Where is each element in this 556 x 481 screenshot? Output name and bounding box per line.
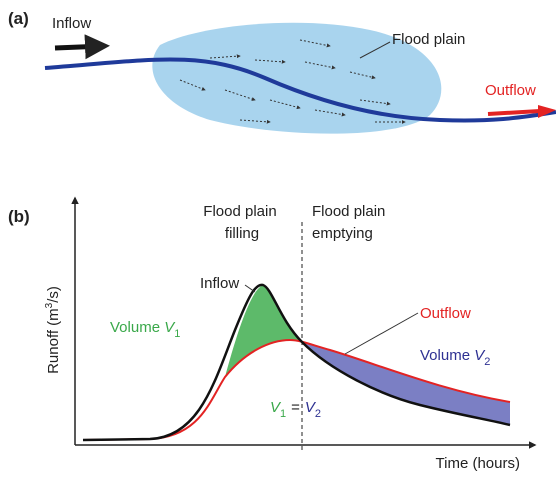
filling-label: Flood plain xyxy=(203,203,276,220)
text: /s) xyxy=(45,286,62,303)
subscript: 2 xyxy=(315,408,321,420)
text: Volume xyxy=(110,319,160,336)
operator: = xyxy=(291,399,300,416)
outflow-arrowhead xyxy=(538,105,556,118)
outflow-label: Outflow xyxy=(485,82,536,99)
symbol: V xyxy=(474,347,486,364)
text: Volume xyxy=(420,347,470,364)
subscript: 1 xyxy=(174,328,180,340)
equality: V1 = V2 xyxy=(270,399,321,420)
emptying-label: Flood plain xyxy=(312,203,385,220)
volume2-area xyxy=(302,342,510,425)
panel-label: (a) xyxy=(8,9,29,28)
inflow-arrow xyxy=(54,34,110,60)
text: Runoff (m xyxy=(45,308,62,374)
leader xyxy=(359,41,391,59)
flood-plain-label: Flood plain xyxy=(392,31,465,48)
inflow-curve xyxy=(82,283,511,442)
volume1-area xyxy=(225,285,302,377)
symbol: V xyxy=(164,319,176,336)
flood-plain xyxy=(152,22,442,134)
filling-label: filling xyxy=(225,225,259,242)
volume1-label: Volume V1 xyxy=(110,319,180,340)
symbol: V xyxy=(305,399,317,416)
volume2-label: Volume V2 xyxy=(420,347,490,368)
subscript: 1 xyxy=(280,408,286,420)
inflow-curve-label: Inflow xyxy=(200,275,239,292)
outflow-curve-label: Outflow xyxy=(420,305,471,322)
inflow-label: Inflow xyxy=(52,15,91,32)
outflow-arrow xyxy=(487,109,541,116)
subscript: 2 xyxy=(484,356,490,368)
x-axis-label: Time (hours) xyxy=(436,455,520,472)
leader xyxy=(244,284,256,293)
outflow-curve xyxy=(82,338,511,441)
superscript: 3 xyxy=(44,302,55,308)
river xyxy=(44,57,556,123)
leader xyxy=(344,312,419,355)
flow-arrows xyxy=(179,39,406,124)
symbol: V xyxy=(270,399,282,416)
panel-label: (b) xyxy=(8,207,30,226)
y-axis-label: Runoff (m3/s) xyxy=(44,286,62,374)
emptying-label: emptying xyxy=(312,225,373,242)
